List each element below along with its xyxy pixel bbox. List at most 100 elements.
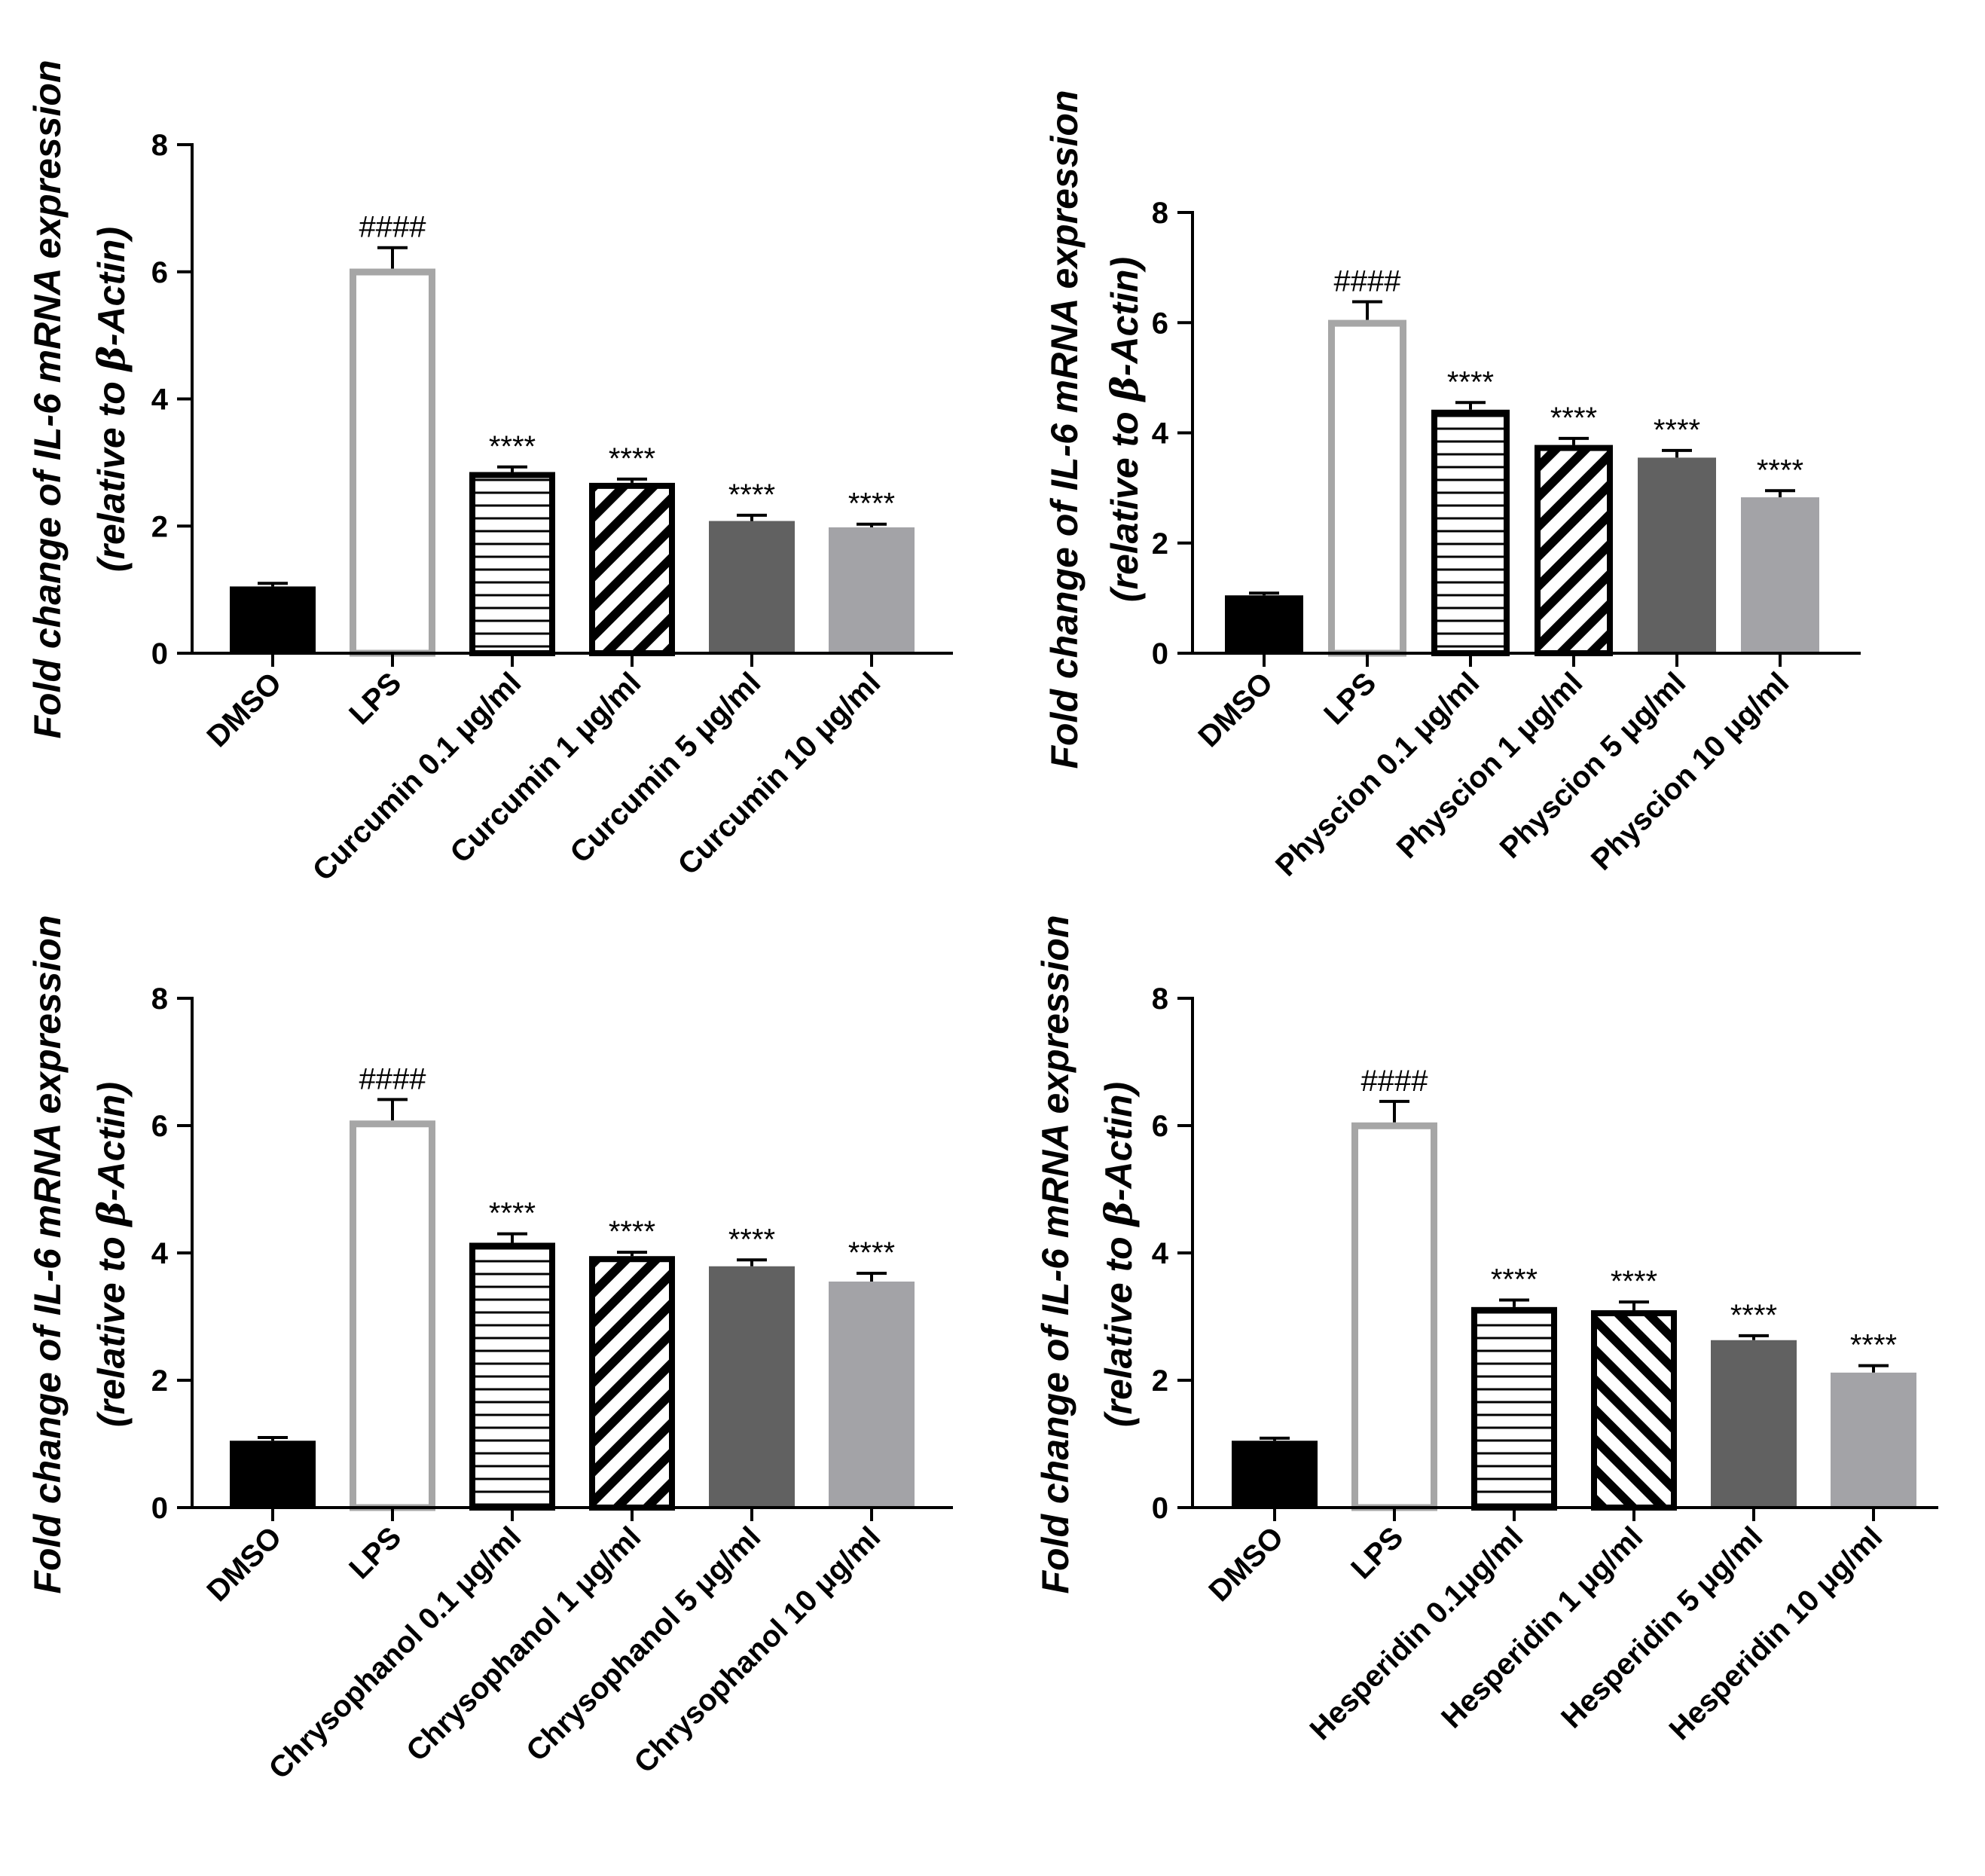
- x-tick-label: DMSO: [200, 1520, 288, 1608]
- y-axis-label-line2: (relative to β-Actin): [89, 227, 133, 572]
- y-tick-label: 2: [1152, 527, 1168, 561]
- y-tick-label: 0: [151, 1492, 168, 1525]
- bars: #### **** **** **** ****: [1232, 1065, 1916, 1511]
- significance-label: ####: [1334, 264, 1402, 298]
- significance-label: ****: [1850, 1329, 1897, 1362]
- y-tick-label: 2: [151, 1364, 168, 1398]
- significance-label: ****: [1654, 414, 1700, 447]
- bar: [230, 1441, 316, 1510]
- x-tick-label: Chrysophanol 10 μg/ml: [628, 1520, 887, 1780]
- y-axis-label-line1: Fold change of IL-6 mRNA expression: [26, 915, 69, 1593]
- significance-label: ****: [1730, 1299, 1777, 1332]
- bar: [589, 482, 675, 656]
- significance-label: ****: [489, 1197, 536, 1230]
- y-tick-label: 8: [151, 982, 168, 1016]
- x-tick-label: LPS: [343, 1520, 408, 1585]
- bars: #### **** **** **** ****: [230, 1062, 915, 1511]
- significance-label: ####: [359, 211, 427, 244]
- bar: [829, 1282, 915, 1509]
- y-axis-label-line2: (relative to β-Actin): [1096, 1082, 1141, 1427]
- bar: [1831, 1372, 1916, 1508]
- bar: [1638, 457, 1716, 654]
- y-axis: 0 2 4 6 8: [151, 129, 194, 671]
- bar: [1328, 319, 1406, 657]
- y-axis-label: Fold change of IL-6 mRNA expression (rel…: [26, 60, 133, 738]
- chart-panel-curcumin: Fold change of IL-6 mRNA expression (rel…: [26, 60, 953, 888]
- x-tick-label: LPS: [343, 666, 408, 731]
- y-tick-label: 4: [151, 383, 169, 417]
- bars: #### **** **** **** ****: [1225, 264, 1819, 657]
- significance-label: ****: [1550, 402, 1597, 435]
- y-tick-label: 2: [1152, 1364, 1168, 1398]
- y-tick-label: 6: [1152, 307, 1168, 340]
- y-tick-label: 0: [151, 637, 168, 671]
- y-tick-label: 6: [1152, 1110, 1168, 1143]
- bar: [469, 1242, 555, 1511]
- y-tick-label: 8: [151, 129, 168, 162]
- x-tick-label: LPS: [1318, 666, 1382, 731]
- y-axis-label-line1: Fold change of IL-6 mRNA expression: [1034, 915, 1076, 1593]
- significance-label: ****: [848, 1236, 895, 1270]
- y-axis-label-line1: Fold change of IL-6 mRNA expression: [26, 60, 69, 738]
- y-axis-label-line2: (relative to β-Actin): [89, 1082, 133, 1427]
- chart-panel-chrysophanol: Fold change of IL-6 mRNA expression (rel…: [26, 915, 953, 1786]
- bar: [1225, 595, 1303, 655]
- y-axis: 0 2 4 6 8: [151, 982, 194, 1525]
- x-tick-label: Curcumin 10 μg/ml: [672, 666, 887, 881]
- chart-panel-physcion: Fold change of IL-6 mRNA expression (rel…: [1043, 90, 1861, 883]
- bar: [1535, 445, 1613, 657]
- bar: [589, 1256, 675, 1511]
- y-axis: 0 2 4 6 8: [1152, 982, 1194, 1525]
- y-tick-label: 0: [1152, 637, 1168, 671]
- bar: [469, 472, 555, 656]
- bar: [1351, 1122, 1437, 1511]
- x-tick-label: Chrysophanol 0.1 μg/ml: [263, 1520, 528, 1786]
- significance-label: ####: [1361, 1065, 1429, 1098]
- bar: [1232, 1441, 1318, 1510]
- significance-label: ****: [728, 478, 775, 512]
- significance-label: ####: [359, 1062, 427, 1095]
- significance-label: ****: [1611, 1265, 1657, 1298]
- y-tick-label: 6: [151, 256, 168, 289]
- bar: [1741, 497, 1819, 655]
- bar: [709, 1266, 795, 1508]
- x-tick-label: Physcion 0.1 μg/ml: [1269, 666, 1486, 882]
- x-tick-label: Hesperidin 10 μg/ml: [1663, 1520, 1889, 1746]
- y-axis: 0 2 4 6 8: [1152, 197, 1194, 671]
- y-tick-label: 4: [151, 1237, 169, 1270]
- x-tick-label: Chrysophanol 5 μg/ml: [520, 1520, 767, 1768]
- x-tick-label: DMSO: [200, 666, 288, 753]
- significance-label: ****: [1491, 1263, 1538, 1297]
- y-tick-label: 8: [1152, 982, 1168, 1016]
- y-axis-label: Fold change of IL-6 mRNA expression (rel…: [1043, 90, 1147, 768]
- x-tick-label: Physcion 10 μg/ml: [1585, 666, 1795, 876]
- y-tick-label: 0: [1152, 1492, 1168, 1525]
- bar: [709, 521, 795, 654]
- x-tick-label: DMSO: [1202, 1520, 1290, 1608]
- y-tick-label: 2: [151, 510, 168, 543]
- bar: [1431, 409, 1510, 656]
- x-tick-label: Curcumin 0.1 μg/ml: [307, 666, 528, 888]
- bar: [230, 586, 316, 655]
- bar: [350, 268, 435, 657]
- significance-label: ****: [609, 442, 655, 475]
- significance-label: ****: [848, 487, 895, 521]
- bars: #### **** **** **** ****: [230, 211, 915, 657]
- x-tick-label: Hesperidin 1 μg/ml: [1435, 1520, 1649, 1734]
- chart-panel-hesperidin: Fold change of IL-6 mRNA expression (rel…: [1034, 915, 1938, 1746]
- x-tick-label: Hesperidin 5 μg/ml: [1555, 1520, 1769, 1734]
- y-axis-label-line2: (relative to β-Actin): [1102, 257, 1147, 602]
- x-tick-label: DMSO: [1192, 666, 1279, 753]
- x-tick-label: Physcion 5 μg/ml: [1494, 666, 1693, 865]
- y-tick-label: 8: [1152, 197, 1168, 230]
- significance-label: ****: [489, 430, 536, 463]
- y-tick-label: 6: [151, 1110, 168, 1143]
- bar: [1591, 1310, 1677, 1511]
- significance-label: ****: [609, 1215, 655, 1248]
- y-tick-label: 4: [1152, 417, 1169, 451]
- x-tick-label: LPS: [1345, 1520, 1409, 1585]
